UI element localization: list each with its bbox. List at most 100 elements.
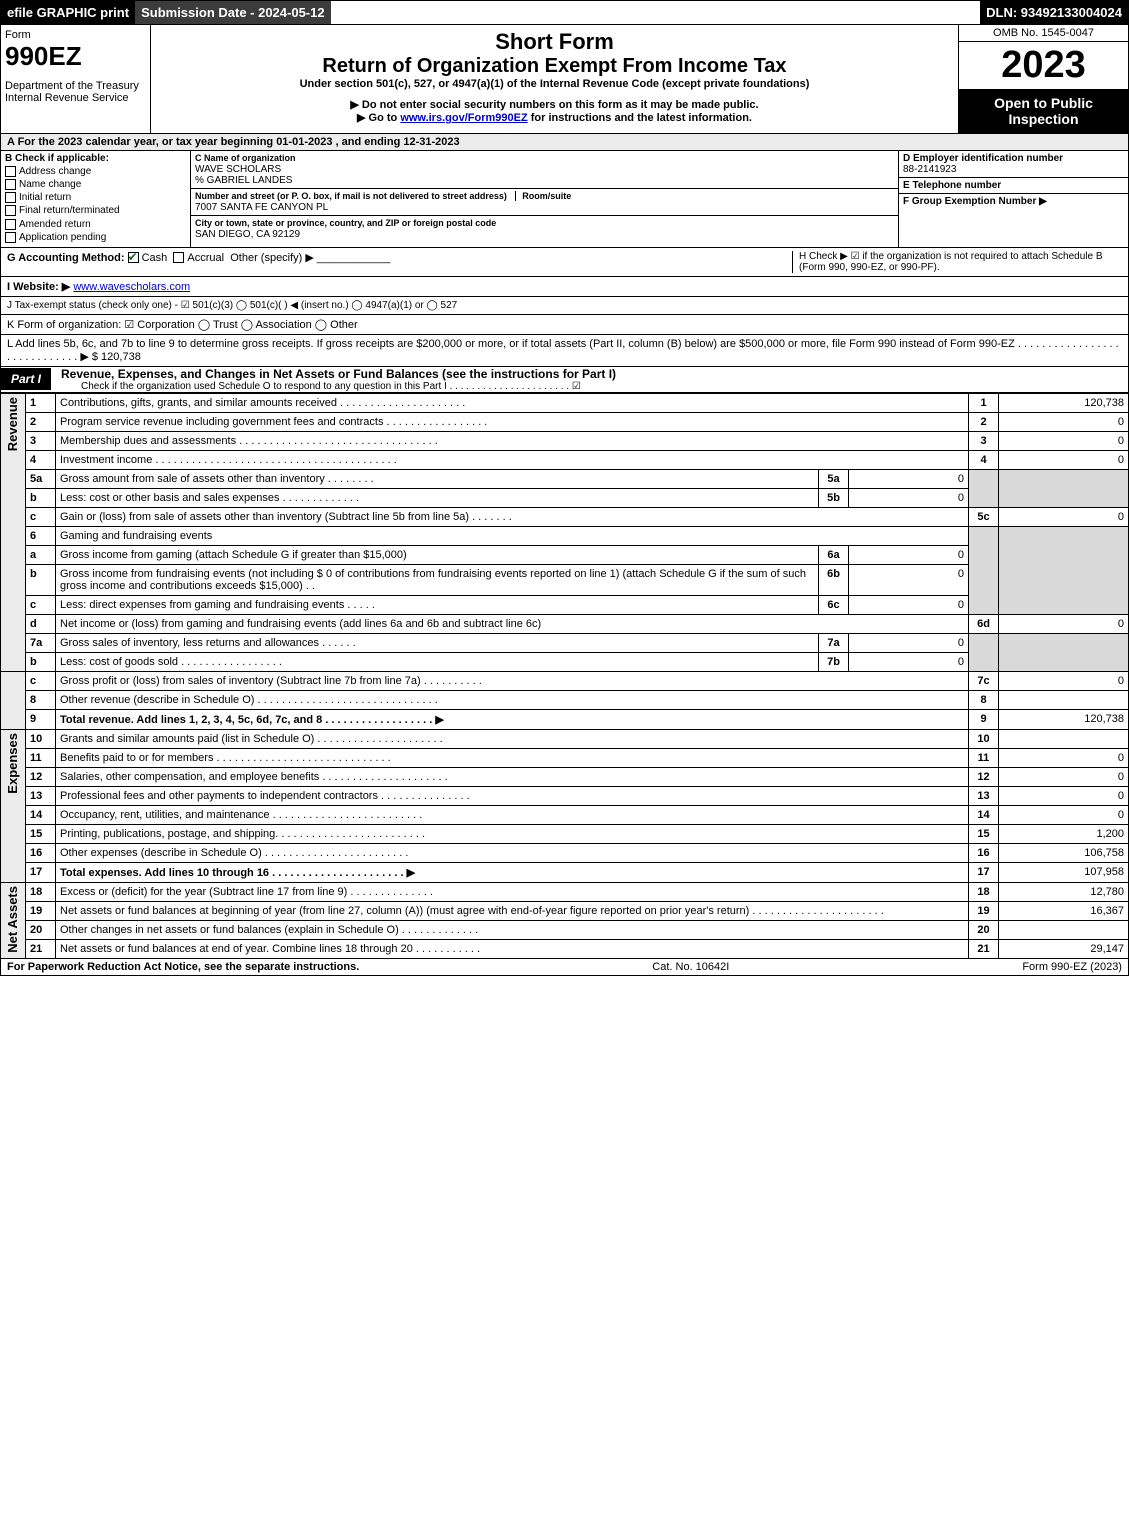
form-year-block: OMB No. 1545-0047 2023 Open to Public In… — [958, 25, 1128, 133]
top-bar: efile GRAPHIC print Submission Date - 20… — [0, 0, 1129, 25]
instr-2-post: for instructions and the latest informat… — [528, 112, 752, 124]
row-g: G Accounting Method: Cash Accrual Other … — [7, 251, 792, 273]
line-7a: 7a Gross sales of inventory, less return… — [1, 633, 1129, 652]
chk-address-change[interactable]: Address change — [5, 166, 186, 177]
form-title-block: Short Form Return of Organization Exempt… — [151, 25, 958, 133]
footer-right: Form 990-EZ (2023) — [1022, 961, 1122, 973]
tel-row: E Telephone number — [899, 178, 1128, 194]
city: SAN DIEGO, CA 92129 — [195, 229, 300, 240]
chk-final-return[interactable]: Final return/terminated — [5, 205, 186, 216]
website-link[interactable]: www.wavescholars.com — [73, 281, 190, 293]
row-l-text: L Add lines 5b, 6c, and 7b to line 9 to … — [7, 338, 1119, 363]
page-footer: For Paperwork Reduction Act Notice, see … — [0, 959, 1129, 976]
line-12: 12 Salaries, other compensation, and emp… — [1, 767, 1129, 786]
dln: DLN: 93492133004024 — [980, 1, 1128, 24]
line-11: 11 Benefits paid to or for members . . .… — [1, 748, 1129, 767]
line-10: Expenses 10 Grants and similar amounts p… — [1, 729, 1129, 748]
line-19: 19 Net assets or fund balances at beginn… — [1, 901, 1129, 920]
room-label: Room/suite — [515, 191, 571, 201]
row-i-label: I Website: ▶ — [7, 281, 70, 293]
line-16: 16 Other expenses (describe in Schedule … — [1, 843, 1129, 862]
form-number: 990EZ — [5, 41, 146, 72]
col-b-title: B Check if applicable: — [5, 153, 109, 164]
col-d: D Employer identification number 88-2141… — [898, 151, 1128, 247]
form-label: Form — [5, 29, 146, 41]
chk-initial-return[interactable]: Initial return — [5, 192, 186, 203]
short-form-label: Short Form — [155, 29, 954, 55]
line-7b: b Less: cost of goods sold . . . . . . .… — [1, 652, 1129, 671]
efile-print-label[interactable]: efile GRAPHIC print — [1, 1, 135, 24]
form-title: Return of Organization Exempt From Incom… — [155, 55, 954, 78]
ein-row: D Employer identification number 88-2141… — [899, 151, 1128, 178]
row-h: H Check ▶ ☑ if the organization is not r… — [792, 251, 1122, 273]
line-5a: 5a Gross amount from sale of assets othe… — [1, 469, 1129, 488]
line-6a: a Gross income from gaming (attach Sched… — [1, 545, 1129, 564]
line-6d: d Net income or (loss) from gaming and f… — [1, 614, 1129, 633]
line-3: 3 Membership dues and assessments . . . … — [1, 431, 1129, 450]
line-4: 4 Investment income . . . . . . . . . . … — [1, 450, 1129, 469]
dept-1: Department of the Treasury — [5, 80, 146, 92]
row-l-amount: 120,738 — [101, 351, 141, 363]
city-row: City or town, state or province, country… — [191, 216, 898, 242]
in-care-of: % GABRIEL LANDES — [195, 175, 292, 186]
line-8: 8 Other revenue (describe in Schedule O)… — [1, 690, 1129, 709]
footer-left: For Paperwork Reduction Act Notice, see … — [7, 961, 359, 973]
instr-2-pre: ▶ Go to — [357, 112, 400, 124]
grp-label: F Group Exemption Number ▶ — [903, 196, 1047, 207]
instruction-1: ▶ Do not enter social security numbers o… — [155, 98, 954, 111]
line-9: 9 Total revenue. Add lines 1, 2, 3, 4, 5… — [1, 709, 1129, 729]
omb-number: OMB No. 1545-0047 — [959, 25, 1128, 42]
ein-label: D Employer identification number — [903, 153, 1063, 164]
part-1-subtitle: Check if the organization used Schedule … — [51, 381, 1128, 392]
line-13: 13 Professional fees and other payments … — [1, 786, 1129, 805]
line-17: 17 Total expenses. Add lines 10 through … — [1, 862, 1129, 882]
org-name-row: C Name of organization WAVE SCHOLARS % G… — [191, 151, 898, 189]
chk-name-change[interactable]: Name change — [5, 179, 186, 190]
row-k: K Form of organization: ☑ Corporation ◯ … — [0, 315, 1129, 335]
line-1: Revenue 1 Contributions, gifts, grants, … — [1, 393, 1129, 412]
form-subtitle: Under section 501(c), 527, or 4947(a)(1)… — [155, 78, 954, 90]
ein: 88-2141923 — [903, 164, 956, 175]
row-g-label: G Accounting Method: — [7, 252, 125, 264]
row-l: L Add lines 5b, 6c, and 7b to line 9 to … — [0, 335, 1129, 367]
sidelabel-netassets: Net Assets — [5, 886, 20, 953]
sidelabel-revenue: Revenue — [5, 397, 20, 451]
street-label: Number and street (or P. O. box, if mail… — [195, 191, 507, 201]
footer-mid: Cat. No. 10642I — [652, 961, 729, 973]
line-6b: b Gross income from fundraising events (… — [1, 564, 1129, 595]
chk-cash[interactable] — [128, 252, 139, 263]
revenue-table: Revenue 1 Contributions, gifts, grants, … — [0, 393, 1129, 959]
line-6c: c Less: direct expenses from gaming and … — [1, 595, 1129, 614]
line-20: 20 Other changes in net assets or fund b… — [1, 920, 1129, 939]
dept-2: Internal Revenue Service — [5, 92, 146, 104]
row-j: J Tax-exempt status (check only one) - ☑… — [0, 297, 1129, 315]
col-b: B Check if applicable: Address change Na… — [1, 151, 191, 247]
line-5c: c Gain or (loss) from sale of assets oth… — [1, 507, 1129, 526]
line-5b: b Less: cost or other basis and sales ex… — [1, 488, 1129, 507]
open-to-public: Open to Public Inspection — [959, 89, 1128, 133]
city-label: City or town, state or province, country… — [195, 218, 496, 228]
line-15: 15 Printing, publications, postage, and … — [1, 824, 1129, 843]
line-7c: c Gross profit or (loss) from sales of i… — [1, 671, 1129, 690]
row-g-h: G Accounting Method: Cash Accrual Other … — [0, 248, 1129, 277]
row-i: I Website: ▶ www.wavescholars.com — [0, 277, 1129, 297]
col-c: C Name of organization WAVE SCHOLARS % G… — [191, 151, 898, 247]
instruction-2: ▶ Go to www.irs.gov/Form990EZ for instru… — [155, 111, 954, 124]
org-name-label: C Name of organization — [195, 153, 296, 163]
irs-link[interactable]: www.irs.gov/Form990EZ — [400, 112, 527, 124]
row-a: A For the 2023 calendar year, or tax yea… — [0, 134, 1129, 151]
section-bcd: B Check if applicable: Address change Na… — [0, 151, 1129, 248]
chk-amended-return[interactable]: Amended return — [5, 219, 186, 230]
line-2: 2 Program service revenue including gove… — [1, 412, 1129, 431]
street: 7007 SANTA FE CANYON PL — [195, 202, 328, 213]
part-1-header: Part I Revenue, Expenses, and Changes in… — [0, 367, 1129, 393]
chk-application-pending[interactable]: Application pending — [5, 232, 186, 243]
org-name: WAVE SCHOLARS — [195, 164, 281, 175]
part-1-badge: Part I — [1, 368, 51, 390]
tax-year: 2023 — [959, 42, 1128, 89]
line-6: 6 Gaming and fundraising events — [1, 526, 1129, 545]
form-header: Form 990EZ Department of the Treasury In… — [0, 25, 1129, 134]
line-14: 14 Occupancy, rent, utilities, and maint… — [1, 805, 1129, 824]
line-18: Net Assets 18 Excess or (deficit) for th… — [1, 882, 1129, 901]
chk-accrual[interactable] — [173, 252, 184, 263]
